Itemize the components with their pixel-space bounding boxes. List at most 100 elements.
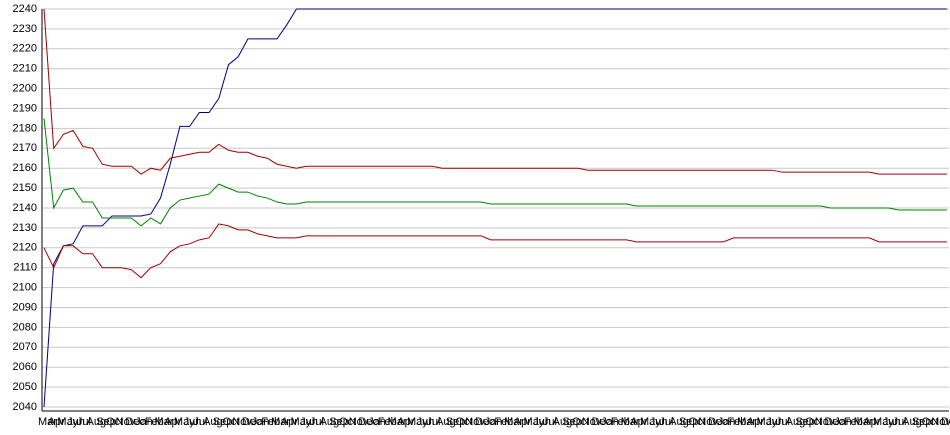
x-tick-label: May <box>757 416 778 428</box>
x-tick-label: Mar <box>621 416 640 428</box>
x-tick-label: Nov <box>815 416 835 428</box>
y-tick-label: 2240 <box>13 3 37 15</box>
x-tick-label: Aug <box>902 416 922 428</box>
x-tick-label: Dec <box>708 416 728 428</box>
x-tick-label: Jan <box>252 416 270 428</box>
x-tick-label: Sep <box>562 416 582 428</box>
x-tick-label: Feb <box>378 416 397 428</box>
x-tick-label: Dec <box>358 416 378 428</box>
x-tick-label: Nov <box>232 416 252 428</box>
y-tick-label: 2200 <box>13 83 37 95</box>
y-tick-label: 2050 <box>13 381 37 393</box>
x-tick-label: Nov <box>931 416 950 428</box>
y-tick-label: 2190 <box>13 102 37 114</box>
series-line <box>43 223 947 279</box>
x-tick-label: Oct <box>805 416 822 428</box>
series-line <box>43 8 947 175</box>
x-tick-label: Oct <box>922 416 939 428</box>
series-line <box>43 118 947 227</box>
x-tick-label: Jan <box>834 416 852 428</box>
x-tick-label: Jan <box>135 416 153 428</box>
x-tick-label: Jun <box>650 416 668 428</box>
x-tick-label: Feb <box>844 416 863 428</box>
x-tick-label: Oct <box>456 416 473 428</box>
x-tick-label: Jun <box>184 416 202 428</box>
x-tick-label: Jul <box>543 416 557 428</box>
x-tick-label: Jul <box>193 416 207 428</box>
x-tick-label: Apr <box>514 416 531 428</box>
x-tick-label: Oct <box>222 416 239 428</box>
x-tick-label: Oct <box>572 416 589 428</box>
x-tick-label: Aug <box>87 416 107 428</box>
x-tick-label: Apr <box>281 416 298 428</box>
y-tick-label: 2110 <box>13 262 37 274</box>
x-tick-label: Apr <box>397 416 414 428</box>
x-tick-label: Sep <box>213 416 233 428</box>
series-line <box>43 8 947 408</box>
y-tick-label: 2140 <box>13 202 37 214</box>
x-tick-label: Jul <box>659 416 673 428</box>
x-tick-label: Feb <box>611 416 630 428</box>
x-tick-label: Dec <box>242 416 262 428</box>
x-tick-label: Mar <box>155 416 174 428</box>
x-tick-label: Jul <box>426 416 440 428</box>
x-tick-label: Jan <box>601 416 619 428</box>
x-tick-label: Jun <box>766 416 784 428</box>
x-tick-label: Sep <box>329 416 349 428</box>
x-tick-label: Dec <box>475 416 495 428</box>
y-tick-label: 2220 <box>13 43 37 55</box>
x-tick-label: Jan <box>368 416 386 428</box>
x-tick-label: Aug <box>436 416 456 428</box>
x-tick-label: Oct <box>339 416 356 428</box>
x-tick-label: Sep <box>96 416 116 428</box>
x-tick-label: Jan <box>485 416 503 428</box>
x-tick-label: Oct <box>106 416 123 428</box>
x-tick-label: Nov <box>465 416 485 428</box>
y-tick-label: 2060 <box>13 361 37 373</box>
x-tick-label: Jun <box>67 416 85 428</box>
x-tick-label: Nov <box>582 416 602 428</box>
x-tick-label: Aug <box>669 416 689 428</box>
x-tick-label: Mar <box>854 416 873 428</box>
x-tick-label: Mar <box>271 416 290 428</box>
x-tick-label: Apr <box>48 416 65 428</box>
x-tick-label: Apr <box>747 416 764 428</box>
x-tick-label: May <box>640 416 661 428</box>
x-tick-label: Jun <box>300 416 318 428</box>
y-tick-label: 2080 <box>13 321 37 333</box>
x-tick-label: Jul <box>77 416 91 428</box>
x-tick-label: Oct <box>689 416 706 428</box>
x-tick-label: Feb <box>494 416 513 428</box>
y-tick-label: 2150 <box>13 182 37 194</box>
x-tick-label: Jul <box>310 416 324 428</box>
y-tick-label: 2170 <box>13 142 37 154</box>
y-tick-label: 2210 <box>13 63 37 75</box>
x-tick-label: Jul <box>776 416 790 428</box>
x-tick-label: Mar <box>388 416 407 428</box>
x-tick-label: Dec <box>941 416 950 428</box>
x-tick-label: Feb <box>727 416 746 428</box>
y-tick-label: 2130 <box>13 222 37 234</box>
x-tick-label: Sep <box>912 416 932 428</box>
y-tick-label: 2100 <box>13 282 37 294</box>
x-tick-label: Apr <box>863 416 880 428</box>
x-tick-label: Nov <box>349 416 369 428</box>
x-tick-label: May <box>174 416 195 428</box>
x-tick-label: Aug <box>320 416 340 428</box>
x-tick-label: Jun <box>883 416 901 428</box>
x-tick-label: Jun <box>533 416 551 428</box>
x-tick-label: Jan <box>718 416 736 428</box>
y-tick-label: 2070 <box>13 341 37 353</box>
x-tick-label: Dec <box>591 416 611 428</box>
y-tick-label: 2180 <box>13 122 37 134</box>
x-tick-label: Nov <box>698 416 718 428</box>
y-tick-label: 2160 <box>13 162 37 174</box>
x-tick-label: May <box>407 416 428 428</box>
x-tick-label: Jul <box>892 416 906 428</box>
y-tick-label: 2120 <box>13 242 37 254</box>
x-tick-label: Aug <box>553 416 573 428</box>
x-tick-label: Sep <box>795 416 815 428</box>
y-tick-label: 2040 <box>13 401 37 413</box>
x-tick-label: Aug <box>786 416 806 428</box>
x-tick-label: Sep <box>679 416 699 428</box>
